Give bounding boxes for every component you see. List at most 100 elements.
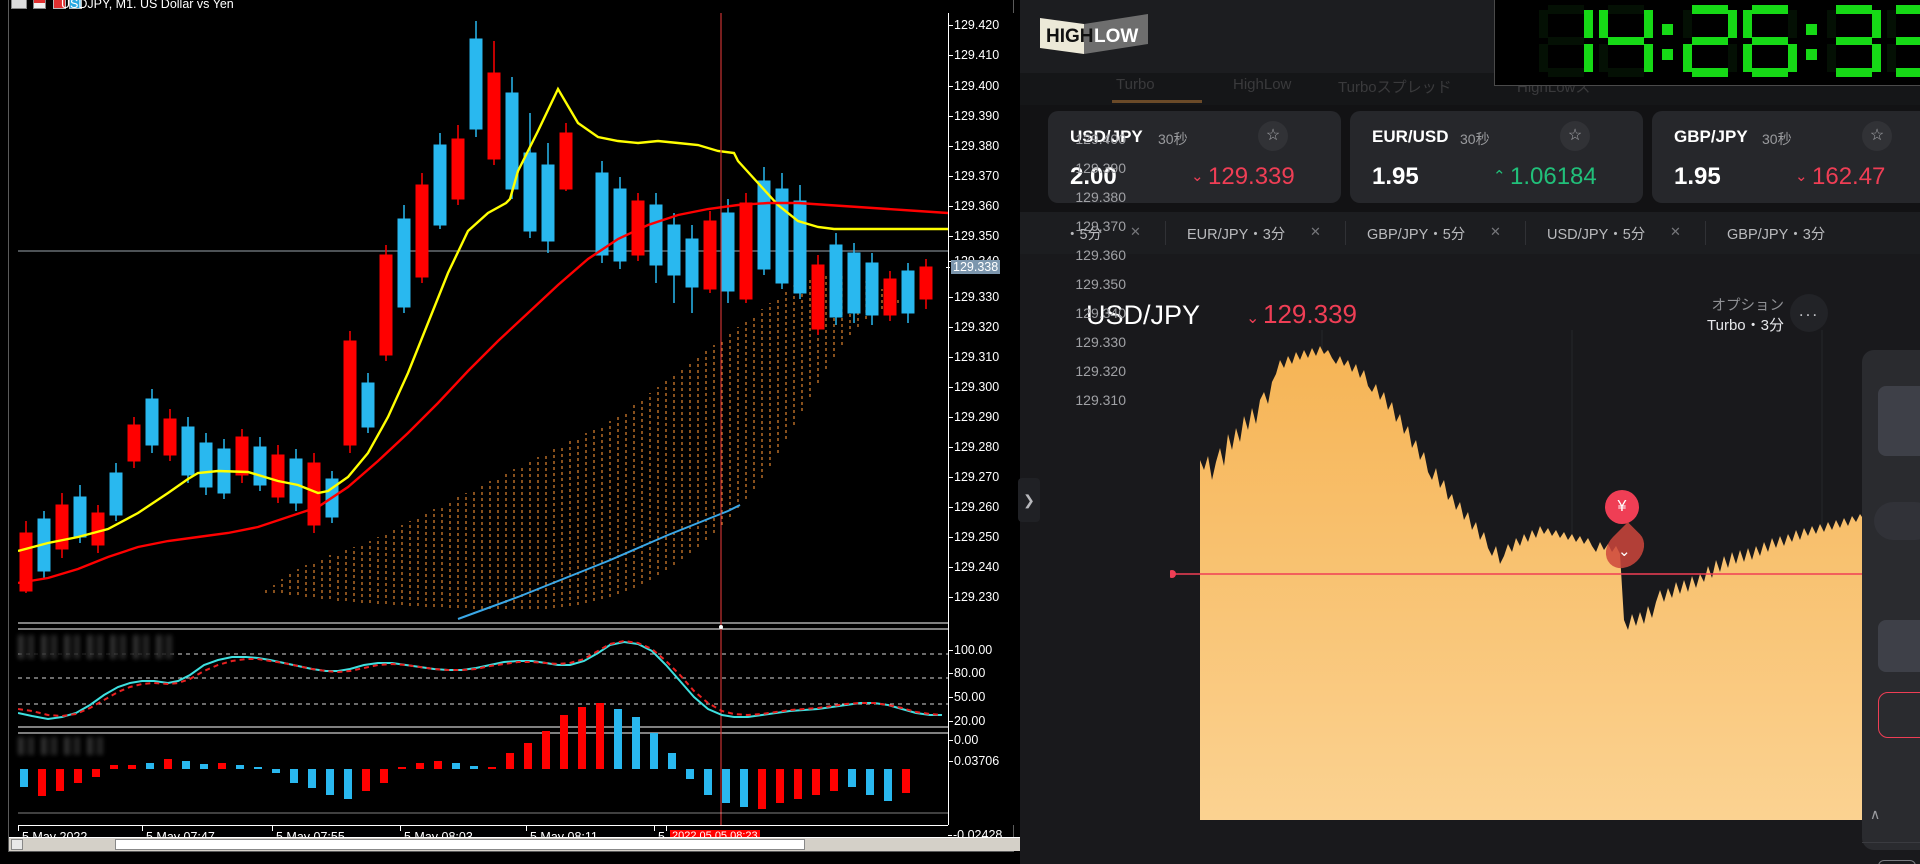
y-tick: 129.360 [1075, 247, 1126, 263]
mt4-terminal: USDJPY, M1. US Dollar vs Yen [8, 0, 1020, 852]
trade-panel-stepper[interactable] [1874, 502, 1920, 540]
stoch-indicator-label-blurred [18, 635, 174, 659]
price-label: 129.420 [948, 18, 1000, 32]
logo-low-text: LOW [1094, 26, 1138, 47]
tab-divider [1705, 221, 1706, 245]
rate-down-arrow-icon: ⌄ [1795, 168, 1808, 185]
price-label: 129.300 [948, 380, 1000, 394]
asset-card-pair: USD/JPY [1070, 127, 1143, 146]
highlow-plot-area[interactable]: ¥ ⌄ [1168, 330, 1920, 820]
bull-candle-icon [69, 0, 82, 9]
y-tick: 129.310 [1075, 392, 1126, 408]
chart-more-options-button[interactable]: ... [1790, 294, 1828, 332]
trade-panel[interactable]: ∧ 1 [1862, 350, 1920, 864]
clock-digits [1539, 5, 1920, 77]
osc-label: 100.00 [948, 643, 993, 657]
stake-marker-yen[interactable]: ¥ [1605, 490, 1639, 524]
trade-panel-amount-button[interactable] [1878, 386, 1920, 456]
macd-top-label: 0.03706 [948, 754, 1000, 768]
chart-pair-title: USD/JPY [1086, 300, 1201, 330]
y-tick: 129.390 [1075, 160, 1126, 176]
mt4-window-title: USDJPY, M1. US Dollar vs Yen [61, 0, 234, 11]
price-label: 129.390 [948, 109, 1000, 123]
nav-tab-highlow[interactable]: HighLow [1233, 76, 1292, 93]
tab-divider [1525, 221, 1526, 245]
nav-tab-turbo[interactable]: Turbo [1116, 76, 1155, 93]
asset-card-usdjpy[interactable]: USD/JPY 30秒 ☆ 2.00 ⌄ 129.339 [1048, 111, 1341, 203]
nav-tab-turbo-spread[interactable]: Turboスプレッド [1338, 79, 1452, 96]
price-label: 129.290 [948, 410, 1000, 424]
rate-up-arrow-icon: ⌃ [1493, 168, 1506, 185]
rate-down-arrow-icon: ⌄ [1191, 168, 1204, 185]
panel-divider [1862, 842, 1920, 843]
tab-divider [1165, 221, 1166, 245]
osc-label: 50.00 [948, 690, 986, 704]
asset-cards-row: USD/JPY 30秒 ☆ 2.00 ⌄ 129.339 EUR/USD 30秒… [1020, 105, 1920, 209]
low-position-marker-chevron-icon: ⌄ [1618, 543, 1631, 560]
asset-card-duration: 30秒 [1460, 131, 1490, 147]
y-tick: 129.380 [1075, 189, 1126, 205]
price-label: 129.260 [948, 500, 1000, 514]
price-label: 129.410 [948, 48, 1000, 62]
chart-tab-0[interactable]: ・5分 [1065, 227, 1103, 243]
chart-option-label: オプション [1711, 298, 1785, 314]
y-tick: 129.400 [1075, 131, 1126, 147]
chart-tab-1[interactable]: EUR/JPY・3分 [1187, 227, 1286, 243]
chart-tabs-strip: ・5分 ✕ EUR/JPY・3分 ✕ GBP/JPY・5分 ✕ USD/JPY・… [1020, 212, 1920, 254]
price-label: 129.310 [948, 350, 1000, 364]
price-label: 129.270 [948, 470, 1000, 484]
statusbar-icon [11, 839, 23, 850]
price-label: 129.380 [948, 139, 1000, 153]
payout-chevron-icon: ∧ [1870, 806, 1881, 822]
y-tick: 129.340 [1075, 305, 1126, 321]
asset-card-duration: 30秒 [1158, 131, 1188, 147]
asset-card-payout: 1.95 [1372, 163, 1419, 190]
chart-tab-2[interactable]: GBP/JPY・5分 [1367, 227, 1466, 243]
clock-digit [1539, 5, 1593, 77]
chart-option-value: Turbo・3分 [1707, 317, 1784, 334]
favorite-star-icon[interactable]: ☆ [1258, 121, 1288, 151]
price-label: 129.250 [948, 530, 1000, 544]
bear-candle-icon [53, 0, 66, 9]
asset-card-rate: 1.06184 [1510, 163, 1597, 190]
asset-card-eurusd[interactable]: EUR/USD 30秒 ☆ 1.95 ⌃ 1.06184 [1350, 111, 1643, 203]
clock-colon [1659, 5, 1677, 77]
clock-digit [1599, 5, 1653, 77]
expand-sidebar-button[interactable]: ❯ [1018, 478, 1040, 522]
macd-histogram [18, 703, 948, 814]
nav-active-underline [1112, 100, 1202, 103]
trade-panel-low-button[interactable] [1878, 692, 1920, 738]
mt4-plot-area[interactable] [17, 13, 949, 825]
favorite-star-icon[interactable]: ☆ [1862, 121, 1892, 151]
mt4-app-icon [11, 0, 27, 9]
favorite-star-icon[interactable]: ☆ [1560, 121, 1590, 151]
clock-digit [1887, 5, 1920, 77]
osc-label: 0.00 [948, 733, 979, 747]
clock-digit [1827, 5, 1881, 77]
chart-current-rate: 129.339 [1263, 299, 1357, 329]
chart-tab-4[interactable]: GBP/JPY・3分 [1727, 227, 1826, 243]
clock-digit [1743, 5, 1797, 77]
asset-card-duration: 30秒 [1762, 131, 1792, 147]
clock-digit [1683, 5, 1737, 77]
mt4-chart-window: USDJPY, M1. US Dollar vs Yen [8, 0, 1020, 852]
highlow-logo[interactable]: HIGH LOW [1040, 14, 1162, 56]
chart-tab-close-icon[interactable]: ✕ [1670, 224, 1681, 239]
mt4-chart-svg [17, 13, 949, 825]
chart-tab-close-icon[interactable]: ✕ [1310, 224, 1321, 239]
chart-tab-close-icon[interactable]: ✕ [1490, 224, 1501, 239]
y-tick: 129.320 [1075, 363, 1126, 379]
current-price-label: 129.338 [945, 260, 1001, 274]
mt4-statusbar [9, 837, 1020, 851]
asset-card-payout: 2.00 [1070, 163, 1117, 190]
chart-tab-close-icon[interactable]: ✕ [1130, 224, 1141, 239]
logo-high-text: HIGH [1046, 26, 1094, 47]
price-label: 129.400 [948, 79, 1000, 93]
asset-card-gbpjpy[interactable]: GBP/JPY 30秒 ☆ 1.95 ⌄ 162.47 [1652, 111, 1920, 203]
mt4-price-scale[interactable]: 129.420 129.410 129.400 129.390 129.380 … [945, 13, 1014, 825]
trade-panel-high-button[interactable] [1878, 620, 1920, 672]
quantity-stepper[interactable]: 1 [1878, 860, 1916, 864]
price-label: 129.350 [948, 229, 1000, 243]
chart-tab-3[interactable]: USD/JPY・5分 [1547, 227, 1646, 243]
osc-label: 80.00 [948, 666, 986, 680]
